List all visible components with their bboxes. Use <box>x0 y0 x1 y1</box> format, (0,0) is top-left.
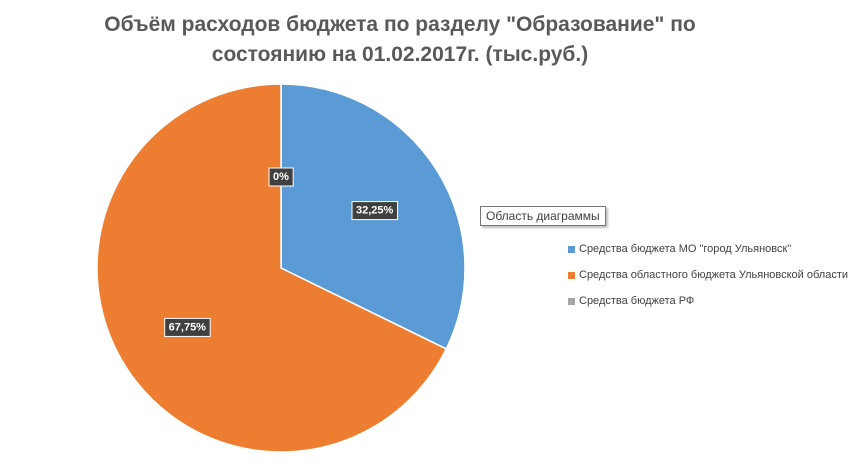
legend-label-0: Средства бюджета МО "город Ульяновск" <box>579 243 792 255</box>
legend-label-1: Средства областного бюджета Ульяновской … <box>579 269 849 281</box>
chart-area-tooltip: Область диаграммы <box>480 206 606 226</box>
data-label-2: 0% <box>268 167 294 187</box>
legend-item-0[interactable]: Средства бюджета МО "город Ульяновск" <box>568 236 848 262</box>
chart-title: Объём расходов бюджета по разделу "Образ… <box>0 10 800 70</box>
chart-title-line-1: Объём расходов бюджета по разделу "Образ… <box>104 13 696 36</box>
pie-slice-1[interactable] <box>96 83 448 453</box>
chart-title-line-2: состоянию на 01.02.2017г. (тыс.руб.) <box>211 43 589 66</box>
legend-swatch-1 <box>568 271 575 279</box>
legend-swatch-2 <box>568 297 575 305</box>
legend-label-2: Средства бюджета РФ <box>579 295 695 307</box>
legend-swatch-0 <box>568 245 575 253</box>
svg-text:32,25%: 32,25% <box>356 205 394 217</box>
svg-text:0%: 0% <box>273 171 289 183</box>
chart-legend[interactable]: Средства бюджета МО "город Ульяновск" Сре… <box>568 236 848 314</box>
data-label-0: 32,25% <box>351 201 399 221</box>
svg-text:67,75%: 67,75% <box>169 321 207 333</box>
legend-item-1[interactable]: Средства областного бюджета Ульяновской … <box>568 262 848 288</box>
legend-item-2[interactable]: Средства бюджета РФ <box>568 288 848 314</box>
data-label-1: 67,75% <box>164 317 211 337</box>
